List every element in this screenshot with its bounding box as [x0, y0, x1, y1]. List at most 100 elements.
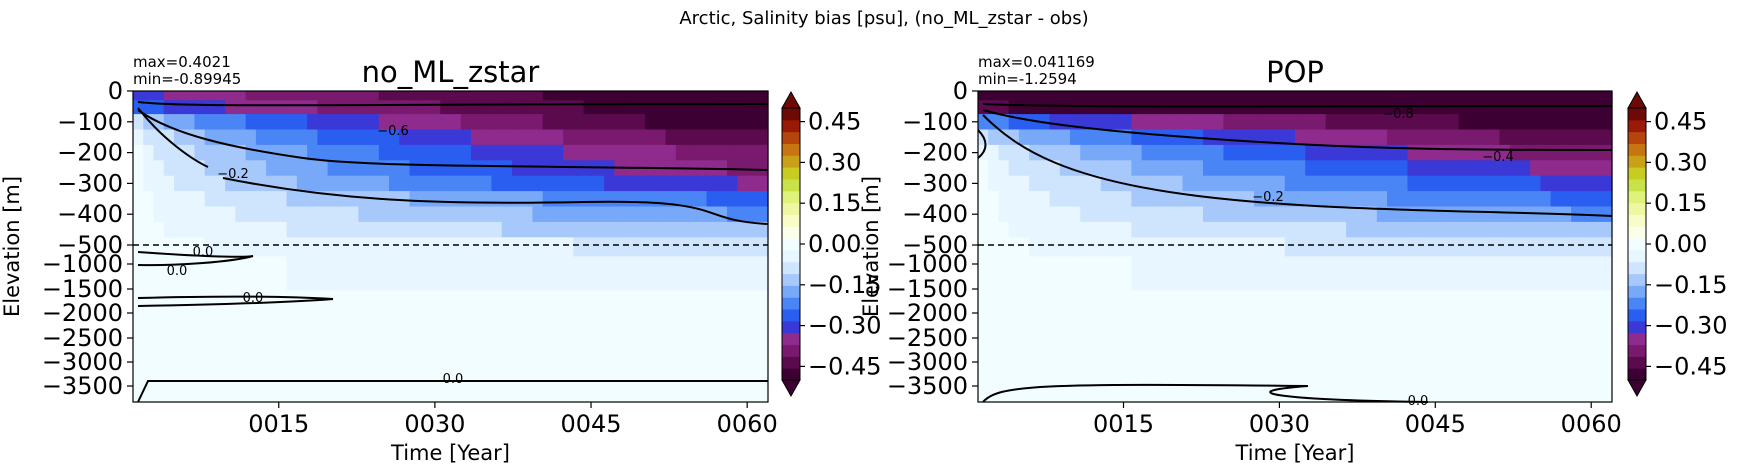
- colorbar-tick-label: −0.45: [1654, 352, 1728, 380]
- heatmap-cell: [1070, 114, 1081, 131]
- heatmap-cell: [491, 144, 503, 161]
- heatmap-cell: [450, 160, 462, 177]
- heatmap-cell: [624, 114, 636, 131]
- heatmap-cell: [1509, 221, 1521, 238]
- heatmap-cell: [389, 144, 400, 161]
- heatmap-cell: [491, 129, 503, 146]
- heatmap-cell: [1479, 144, 1490, 161]
- heatmap-cell: [399, 256, 411, 292]
- heatmap-cell: [1438, 290, 1449, 348]
- heatmap-cell: [1192, 256, 1204, 292]
- heatmap-cell: [235, 100, 247, 115]
- heatmap-cell: [358, 237, 370, 257]
- heatmap-cell: [399, 129, 411, 146]
- heatmap-cell: [573, 221, 585, 238]
- heatmap-cell: [1018, 129, 1030, 146]
- heatmap-cell: [1335, 129, 1347, 146]
- heatmap-cell: [460, 290, 472, 348]
- heatmap-cell: [368, 114, 380, 131]
- heatmap-cell: [1458, 256, 1470, 292]
- heatmap-cell: [988, 144, 1000, 161]
- heatmap-cell: [1489, 290, 1501, 348]
- heatmap-cell: [1315, 175, 1327, 192]
- heatmap-cell: [511, 290, 523, 348]
- heatmap-cell: [1560, 100, 1572, 115]
- heatmap-cell: [1376, 160, 1388, 177]
- heatmap-cell: [1540, 175, 1552, 192]
- heatmap-cell: [604, 256, 615, 292]
- heatmap-cell: [1499, 129, 1511, 146]
- heatmap-cell: [266, 237, 277, 257]
- heatmap-cell: [696, 144, 708, 161]
- heatmap-cell: [511, 256, 523, 292]
- heatmap-cell: [1295, 237, 1306, 257]
- heatmap-cell: [255, 290, 267, 348]
- heatmap-cell: [133, 100, 144, 115]
- heatmap-cell: [1295, 256, 1306, 292]
- heatmap-cell: [1049, 114, 1061, 131]
- heatmap-cell: [1049, 91, 1061, 101]
- heatmap-cell: [1295, 160, 1306, 177]
- heatmap-cell: [988, 129, 1000, 146]
- heatmap-cell: [655, 191, 667, 208]
- heatmap-cell: [737, 129, 749, 146]
- heatmap-cell: [1233, 237, 1245, 257]
- heatmap-cell: [1305, 191, 1317, 208]
- heatmap-cell: [173, 237, 185, 257]
- x-axis-label: Time [Year]: [1235, 441, 1355, 465]
- heatmap-cell: [1172, 191, 1184, 208]
- heatmap-cell: [1519, 237, 1531, 257]
- heatmap-cell: [194, 191, 206, 208]
- heatmap-cell: [1141, 256, 1153, 292]
- heatmap-cell: [255, 160, 267, 177]
- heatmap-cell: [716, 256, 728, 292]
- heatmap-cell: [1438, 256, 1449, 292]
- heatmap-cell: [255, 100, 267, 115]
- heatmap-cell: [1151, 114, 1163, 131]
- heatmap-cell: [1458, 144, 1470, 161]
- heatmap-cell: [481, 114, 493, 131]
- heatmap-cell: [214, 237, 226, 257]
- heatmap-cell: [184, 175, 196, 192]
- heatmap-cell: [583, 290, 595, 348]
- heatmap-cell: [399, 144, 411, 161]
- heatmap-cell: [1325, 160, 1337, 177]
- heatmap-cell: [1397, 114, 1409, 131]
- heatmap-cell: [593, 290, 605, 348]
- y-tick-label: −300: [902, 169, 968, 197]
- heatmap-cell: [204, 290, 216, 348]
- heatmap-cell: [1080, 290, 1092, 348]
- heatmap-cell: [173, 160, 185, 177]
- heatmap-cell: [1325, 256, 1337, 292]
- heatmap-cell: [1284, 206, 1296, 223]
- heatmap-cell: [1499, 237, 1511, 257]
- heatmap-cell: [501, 191, 513, 208]
- heatmap-cell: [1192, 175, 1204, 192]
- heatmap-cell: [686, 290, 697, 348]
- heatmap-cell: [1233, 91, 1245, 101]
- heatmap-cell: [1059, 129, 1071, 146]
- colorbar-swatch: [1628, 297, 1646, 310]
- heatmap-cell: [133, 237, 144, 257]
- heatmap-cell: [1438, 91, 1449, 101]
- heatmap-cell: [645, 114, 656, 131]
- heatmap-cell: [276, 114, 288, 131]
- heatmap-cell: [998, 290, 1010, 348]
- heatmap-cell: [614, 237, 626, 257]
- y-axis-label: Elevation [m]: [0, 176, 24, 317]
- heatmap-cell: [1540, 221, 1552, 238]
- heatmap-cell: [1427, 206, 1439, 223]
- heatmap-cell: [378, 144, 390, 161]
- heatmap-cell: [1264, 290, 1276, 348]
- heatmap-cell: [389, 91, 400, 101]
- heatmap-cell: [1213, 91, 1225, 101]
- heatmap-cell: [245, 206, 257, 223]
- heatmap-cell: [1264, 206, 1276, 223]
- heatmap-cell: [307, 256, 318, 292]
- heatmap-cell: [1540, 347, 1552, 403]
- heatmap-cell: [593, 237, 605, 257]
- heatmap-cell: [1192, 144, 1204, 161]
- heatmap-cell: [368, 91, 380, 101]
- heatmap-cell: [1080, 256, 1092, 292]
- heatmap-cell: [634, 91, 646, 101]
